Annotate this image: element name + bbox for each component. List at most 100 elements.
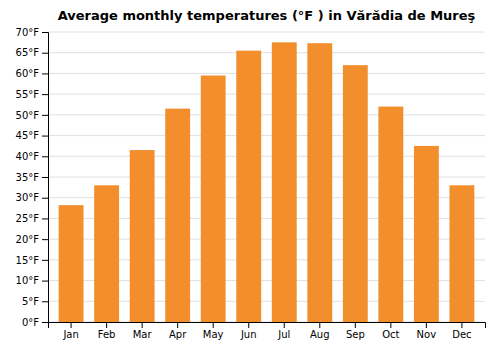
chart-container: 0°F5°F10°F15°F20°F25°F30°F35°F40°F45°F50… <box>0 0 500 350</box>
grid-line <box>48 32 485 33</box>
x-tick: Mar <box>133 322 153 340</box>
x-tick-label: Jul <box>277 329 290 340</box>
y-tick: 25°F <box>16 213 48 224</box>
y-tick-mark <box>42 53 48 54</box>
y-tick-label: 65°F <box>16 47 40 58</box>
y-tick-mark <box>42 73 48 74</box>
x-tick-mark <box>142 322 143 328</box>
y-tick-label: 20°F <box>16 234 40 245</box>
bar <box>165 109 190 322</box>
y-tick: 45°F <box>16 130 48 141</box>
plot-area: 0°F5°F10°F15°F20°F25°F30°F35°F40°F45°F50… <box>16 27 486 340</box>
y-tick-mark <box>42 94 48 95</box>
bar <box>236 51 261 322</box>
grid-line <box>48 114 485 115</box>
bar <box>414 146 439 322</box>
y-tick: 60°F <box>16 68 48 79</box>
chart-title: Average monthly temperatures (°F ) in Vă… <box>58 8 476 23</box>
y-tick-label: 40°F <box>16 151 40 162</box>
x-tick-label: Dec <box>452 329 471 340</box>
y-tick-mark <box>42 198 48 199</box>
grid <box>48 32 485 322</box>
x-tick: Aug <box>310 322 330 340</box>
x-tick: Jul <box>277 322 290 340</box>
y-tick-mark <box>42 156 48 157</box>
y-tick: 55°F <box>16 89 48 100</box>
x-tick: Feb <box>98 322 116 340</box>
y-tick-label: 25°F <box>16 213 40 224</box>
x-tick-label: Sep <box>346 329 365 340</box>
x-tick-mark <box>213 322 214 328</box>
x-tick-label: Nov <box>417 329 437 340</box>
x-tick-mark <box>106 322 107 328</box>
y-tick-label: 35°F <box>16 172 40 183</box>
grid-line <box>48 135 485 136</box>
x-tick: Sep <box>346 322 365 340</box>
y-tick-mark <box>42 32 48 33</box>
x-tick: Apr <box>169 322 187 340</box>
bar <box>94 185 119 322</box>
y-axis: 0°F5°F10°F15°F20°F25°F30°F35°F40°F45°F50… <box>16 27 49 328</box>
y-tick-mark <box>42 239 48 240</box>
y-tick: 0°F <box>22 317 48 328</box>
y-tick-label: 0°F <box>22 317 39 328</box>
bar <box>343 65 368 322</box>
x-tick-mark <box>177 322 178 328</box>
x-tick: Nov <box>417 322 437 340</box>
y-tick: 10°F <box>16 275 48 286</box>
y-tick-mark <box>42 301 48 302</box>
y-tick-label: 55°F <box>16 89 40 100</box>
x-axis-line <box>49 323 486 329</box>
y-tick: 35°F <box>16 172 48 183</box>
x-tick: May <box>203 322 224 340</box>
x-tick-label: May <box>203 329 224 340</box>
y-tick-mark <box>42 218 48 219</box>
y-tick-label: 10°F <box>16 275 40 286</box>
x-tick: Jan <box>62 322 78 340</box>
y-tick-label: 15°F <box>16 255 40 266</box>
y-tick-label: 45°F <box>16 130 40 141</box>
y-tick-mark <box>42 177 48 178</box>
x-tick-mark <box>248 322 249 328</box>
bar <box>449 185 474 322</box>
x-tick-label: Jun <box>240 329 257 340</box>
x-tick-label: Mar <box>133 329 153 340</box>
grid-line <box>48 52 485 53</box>
bar <box>130 150 155 322</box>
bar <box>378 107 403 322</box>
x-tick-mark <box>461 322 462 328</box>
y-tick-mark <box>42 260 48 261</box>
y-tick: 50°F <box>16 110 48 121</box>
x-tick-label: Feb <box>98 329 116 340</box>
y-tick-mark <box>42 322 48 323</box>
grid-line <box>48 94 485 95</box>
y-tick: 15°F <box>16 255 48 266</box>
grid-line <box>48 73 485 74</box>
bar <box>201 76 226 323</box>
y-tick: 70°F <box>16 27 48 38</box>
x-tick-mark <box>426 322 427 328</box>
x-axis: Jan Feb Mar Apr May Jun Jul Aug Sep Oct Nov Dec <box>49 322 486 340</box>
y-tick-mark <box>42 115 48 116</box>
y-tick-mark <box>42 281 48 282</box>
bar <box>59 205 84 322</box>
y-tick-mark <box>42 136 48 137</box>
y-tick: 65°F <box>16 47 48 58</box>
y-tick: 5°F <box>22 296 48 307</box>
y-tick: 40°F <box>16 151 48 162</box>
y-tick-label: 70°F <box>16 27 40 38</box>
x-tick-mark <box>355 322 356 328</box>
x-tick: Jun <box>240 322 257 340</box>
bars <box>59 42 475 322</box>
x-tick: Dec <box>452 322 471 340</box>
x-tick-label: Oct <box>382 329 399 340</box>
x-tick: Oct <box>382 322 399 340</box>
x-tick-mark <box>71 322 72 328</box>
bar <box>307 43 332 322</box>
x-tick-label: Apr <box>169 329 187 340</box>
bar <box>272 42 297 322</box>
x-tick-label: Aug <box>310 329 330 340</box>
y-axis-line <box>42 33 49 323</box>
x-tick-mark <box>284 322 285 328</box>
y-tick-label: 50°F <box>16 110 40 121</box>
